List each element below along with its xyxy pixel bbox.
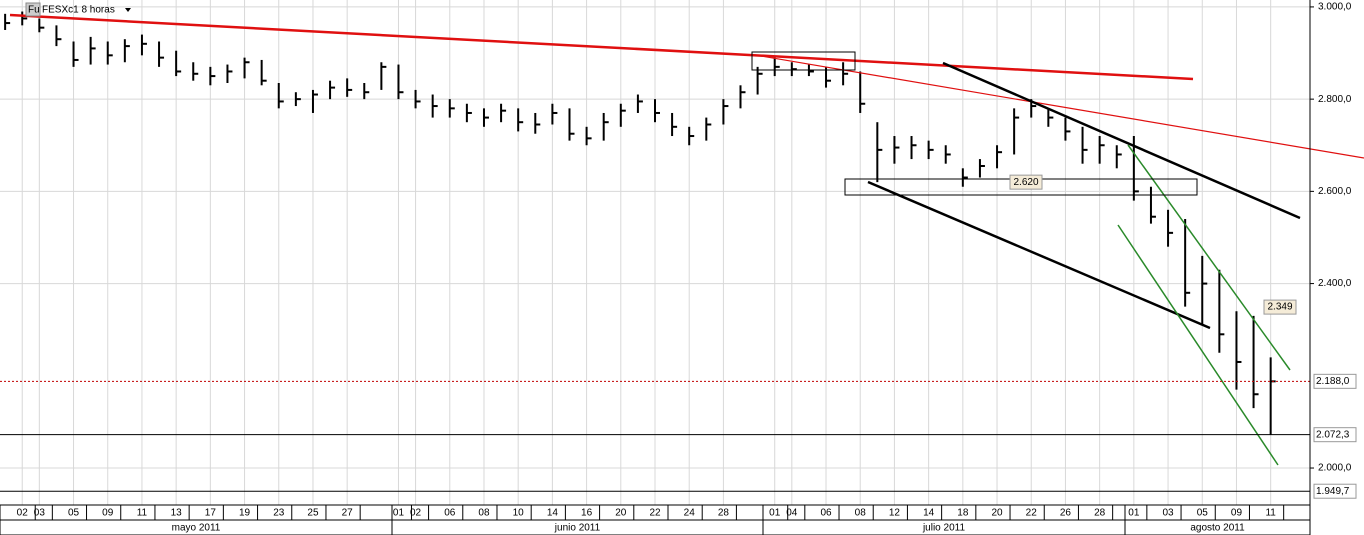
x-tick-label: 14 — [923, 508, 935, 519]
price-marker-label: 2.188,0 — [1316, 376, 1350, 387]
x-tick-label: 06 — [444, 508, 456, 519]
price-bars — [4, 11, 1276, 435]
symbol-badge[interactable] — [25, 2, 41, 17]
x-tick-label: 10 — [513, 508, 525, 519]
x-tick-label: 28 — [1094, 508, 1106, 519]
chart-title[interactable]: FESXc1 8 horas — [42, 5, 115, 16]
x-tick-label: 26 — [1060, 508, 1072, 519]
channel-line — [1117, 224, 1279, 466]
y-tick-label: 2.600,0 — [1318, 186, 1352, 197]
y-tick-label: 2.800,0 — [1318, 94, 1352, 105]
x-tick-label: 23 — [273, 508, 285, 519]
x-tick-label: 25 — [307, 508, 319, 519]
x-tick-label: 28 — [718, 508, 730, 519]
x-tick-label: 01 — [393, 508, 405, 519]
x-tick-label: 22 — [649, 508, 661, 519]
x-tick-label: 20 — [991, 508, 1003, 519]
month-label: julio 2011 — [922, 523, 966, 534]
price-marker-label: 1.949,7 — [1316, 486, 1350, 497]
x-tick-label: 12 — [889, 508, 901, 519]
y-axis-labels: 3.000,0 2.800,0 2.600,0 2.400,0 2.000,0 2.188… — [1310, 2, 1357, 499]
x-tick-label: 08 — [478, 508, 490, 519]
y-tick-label: 3.000,0 — [1318, 2, 1352, 13]
x-tick-label: 20 — [615, 508, 627, 519]
x-tick-label: 02 — [410, 508, 422, 519]
y-tick-label: 2.000,0 — [1318, 463, 1352, 474]
x-tick-label: 19 — [239, 508, 251, 519]
x-tick-label: 03 — [1162, 508, 1174, 519]
drawings — [9, 13, 1364, 466]
trendline — [942, 61, 1301, 220]
x-tick-label: 17 — [205, 508, 217, 519]
x-tick-label: 04 — [786, 508, 798, 519]
x-tick-label: 05 — [68, 508, 80, 519]
price-marker-box — [1313, 373, 1357, 389]
x-tick-label: 09 — [1231, 508, 1243, 519]
x-tick-label: 06 — [820, 508, 832, 519]
x-tick-label: 11 — [137, 508, 148, 519]
month-label: mayo 2011 — [172, 523, 221, 534]
x-tick-label: 13 — [171, 508, 183, 519]
annotation-label: 2.620 — [1013, 177, 1038, 188]
x-tick-label: 01 — [1128, 508, 1140, 519]
price-marker-box — [1313, 427, 1357, 443]
x-tick-label: 24 — [684, 508, 696, 519]
month-label: junio 2011 — [554, 523, 601, 534]
annotation-box — [1009, 174, 1043, 190]
x-tick-label: 03 — [34, 508, 46, 519]
x-tick-label: 14 — [547, 508, 559, 519]
symbol-badge-text: Fu — [28, 5, 40, 16]
annotation-label: 2.349 — [1267, 302, 1292, 313]
x-tick-label: 02 — [17, 508, 29, 519]
month-label: agosto 2011 — [1190, 523, 1245, 534]
x-tick-label: 22 — [1026, 508, 1038, 519]
channel-line — [1127, 144, 1291, 371]
x-tick-label: 01 — [769, 508, 781, 519]
x-tick-label: 05 — [1197, 508, 1209, 519]
price-markers: 2.620 2.349 — [0, 174, 1310, 492]
x-tick-label: 18 — [957, 508, 969, 519]
range-box — [751, 51, 856, 71]
x-tick-label: 09 — [102, 508, 114, 519]
trendline — [9, 13, 1194, 81]
annotation-box — [1263, 299, 1297, 315]
x-tick-label: 27 — [342, 508, 354, 519]
trendline — [754, 54, 1364, 159]
x-tick-label: 08 — [855, 508, 867, 519]
y-tick-label: 2.400,0 — [1318, 278, 1352, 289]
trendline — [867, 180, 1211, 330]
x-tick-label: 16 — [581, 508, 593, 519]
x-axis-labels: 02 03 05 09 11 13 17 19 23 25 27 01 02 06 08 10 14 16 20 22… — [17, 505, 1285, 535]
price-marker-box — [1313, 483, 1357, 499]
price-marker-label: 2.072,3 — [1316, 429, 1350, 440]
x-tick-label: 11 — [1265, 508, 1276, 519]
dropdown-arrow[interactable] — [125, 8, 131, 12]
